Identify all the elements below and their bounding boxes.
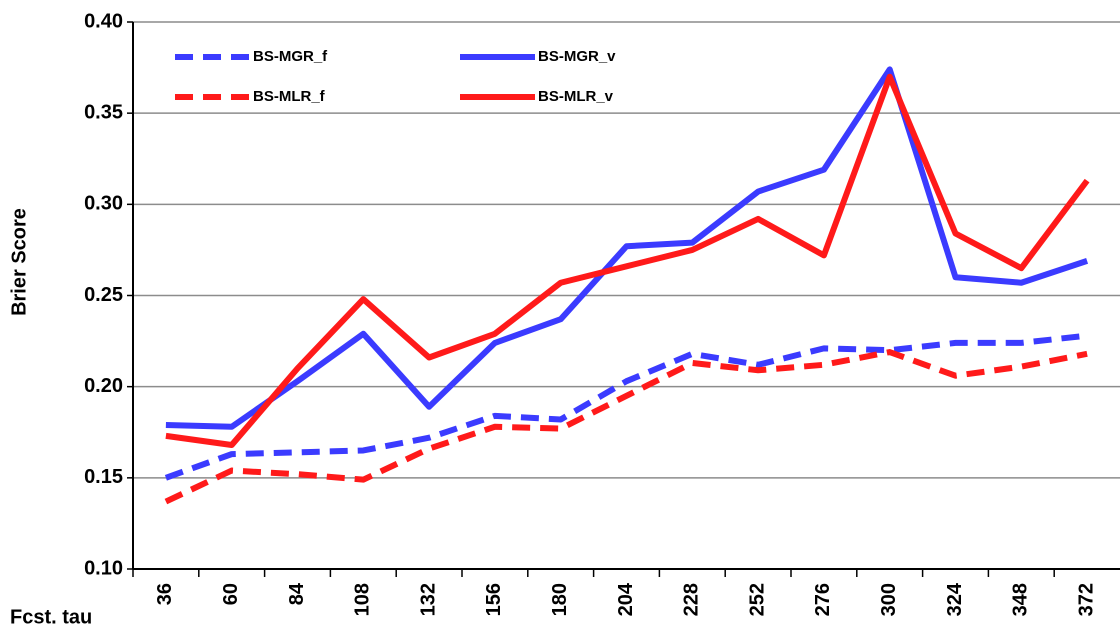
series-line: [165, 73, 1090, 449]
x-tick-label: 276: [812, 583, 834, 616]
y-tick-label: 0.15: [84, 466, 123, 488]
x-axis-title: Fcst. tau: [10, 606, 92, 628]
y-axis-title: Brier Score: [8, 208, 30, 316]
x-tick-label: 84: [286, 582, 308, 605]
x-tick-label: 228: [681, 583, 703, 616]
x-tick-label: 36: [154, 583, 176, 605]
series-line: [165, 66, 1089, 430]
x-tick-label: 324: [944, 582, 966, 616]
x-tick-label: 252: [746, 583, 768, 616]
x-tick-label: 204: [615, 582, 637, 616]
y-tick-label: 0.30: [84, 193, 123, 215]
y-tick-label: 0.20: [84, 375, 123, 397]
x-tick-label: 60: [220, 583, 242, 605]
x-tick-label: 372: [1075, 583, 1097, 616]
series-line: [164, 349, 1088, 505]
y-tick-label: 0.35: [84, 101, 123, 123]
y-tick-label: 0.25: [84, 284, 123, 306]
x-tick-label: 156: [483, 583, 505, 616]
legend-label: BS-MGR_f: [253, 48, 328, 65]
legend-label: BS-MGR_v: [538, 48, 616, 65]
series-line: [164, 332, 1088, 481]
x-tick-label: 180: [549, 583, 571, 616]
y-tick-label: 0.40: [84, 10, 123, 32]
x-tick-label: 108: [352, 583, 374, 616]
x-tick-label: 348: [1010, 583, 1032, 616]
y-tick-label: 0.10: [84, 557, 123, 579]
x-tick-label: 300: [878, 583, 900, 616]
legend-label: BS-MLR_f: [253, 88, 326, 105]
x-tick-label: 132: [417, 583, 439, 616]
legend-label: BS-MLR_v: [538, 88, 614, 105]
